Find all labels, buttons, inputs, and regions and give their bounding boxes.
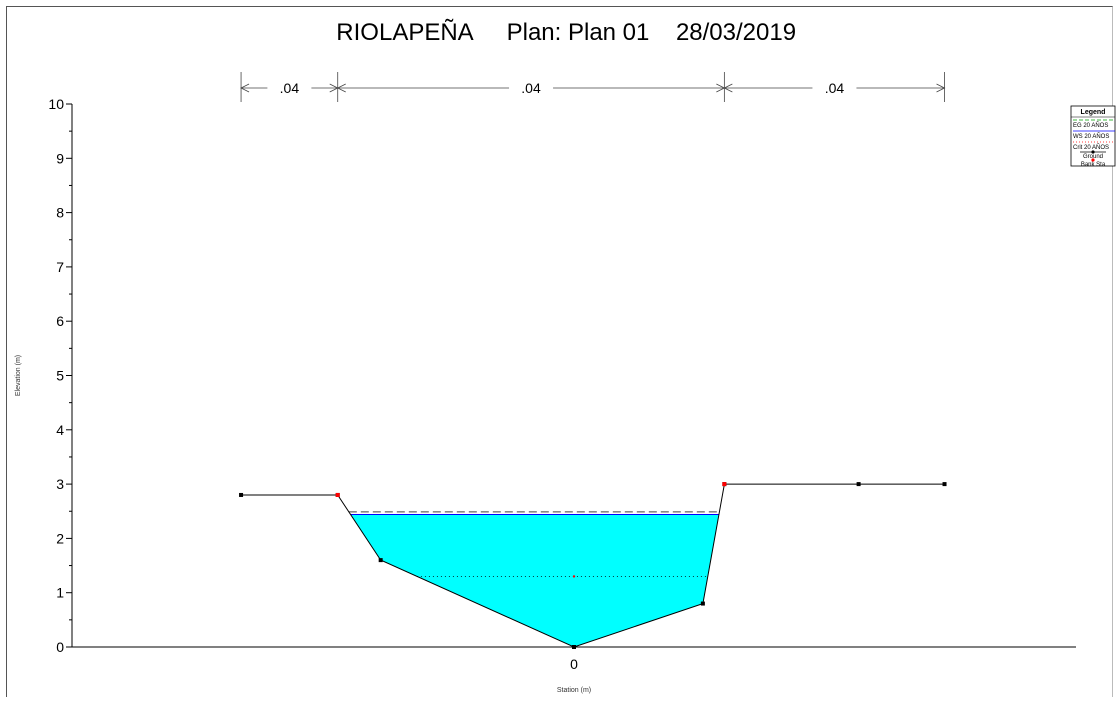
y-tick-label-10: 10 bbox=[48, 96, 64, 112]
chart-title: RIOLAPEÑA Plan: Plan 01 28/03/2019 bbox=[336, 19, 796, 46]
y-tick-label-5: 5 bbox=[56, 368, 64, 384]
x-tick-label-0: 0 bbox=[570, 656, 578, 672]
legend-bank-label: Bank Sta bbox=[1081, 162, 1106, 168]
y-tick-label-0: 0 bbox=[56, 639, 64, 655]
legend-ground-label: Ground bbox=[1083, 154, 1103, 160]
legend-box bbox=[1070, 105, 1116, 167]
bank-station-1 bbox=[722, 482, 727, 487]
legend-eg-label: EG 20 AÑOS bbox=[1073, 122, 1108, 129]
x-axis-label: Station (m) bbox=[557, 687, 591, 694]
y-tick-label-3: 3 bbox=[56, 476, 64, 492]
y-tick-label-7: 7 bbox=[56, 259, 64, 275]
title-river: RIOLAPEÑA bbox=[336, 19, 473, 46]
y-tick-label-8: 8 bbox=[56, 205, 64, 221]
title-plan: Plan: Plan 01 bbox=[507, 19, 650, 46]
y-tick-label-2: 2 bbox=[56, 530, 64, 546]
legend-title: Legend bbox=[1081, 109, 1106, 116]
ground-point-2 bbox=[378, 558, 383, 563]
y-tick-label-6: 6 bbox=[56, 313, 64, 329]
manning-n-right: .04 bbox=[825, 80, 845, 96]
manning-n-left: .04 bbox=[280, 80, 300, 96]
legend-bank-marker bbox=[1091, 158, 1095, 162]
ground-line bbox=[241, 483, 945, 648]
title-date: 28/03/2019 bbox=[676, 19, 796, 46]
legend-ws-label: WS 20 AÑOS bbox=[1073, 133, 1109, 140]
water-area bbox=[350, 514, 719, 647]
y-axis-label: Elevation (m) bbox=[15, 355, 22, 396]
manning-n-values: .04 .04 .04 bbox=[280, 80, 845, 96]
manning-n-channel: .04 bbox=[521, 80, 541, 96]
plot-area: 0 1 2 3 4 5 6 7 8 9 10 0 bbox=[48, 72, 1076, 672]
crit-marker bbox=[572, 575, 576, 578]
y-tick-label-1: 1 bbox=[56, 585, 64, 601]
ground-point-7 bbox=[942, 482, 947, 487]
y-tick-label-4: 4 bbox=[56, 422, 64, 438]
legend-ground-marker bbox=[1091, 150, 1095, 154]
ground-point-0 bbox=[239, 492, 244, 497]
ground-point-6 bbox=[856, 482, 861, 487]
ground-point-4 bbox=[700, 601, 705, 606]
plot-window bbox=[6, 6, 1113, 697]
y-tick-label-9: 9 bbox=[56, 150, 64, 166]
bank-station-0 bbox=[335, 492, 340, 497]
legend: Legend EG 20 AÑOS WS 20 AÑOS Crit 20 AÑO… bbox=[1070, 105, 1116, 168]
legend-crit-label: Crit 20 AÑOS bbox=[1073, 144, 1109, 151]
